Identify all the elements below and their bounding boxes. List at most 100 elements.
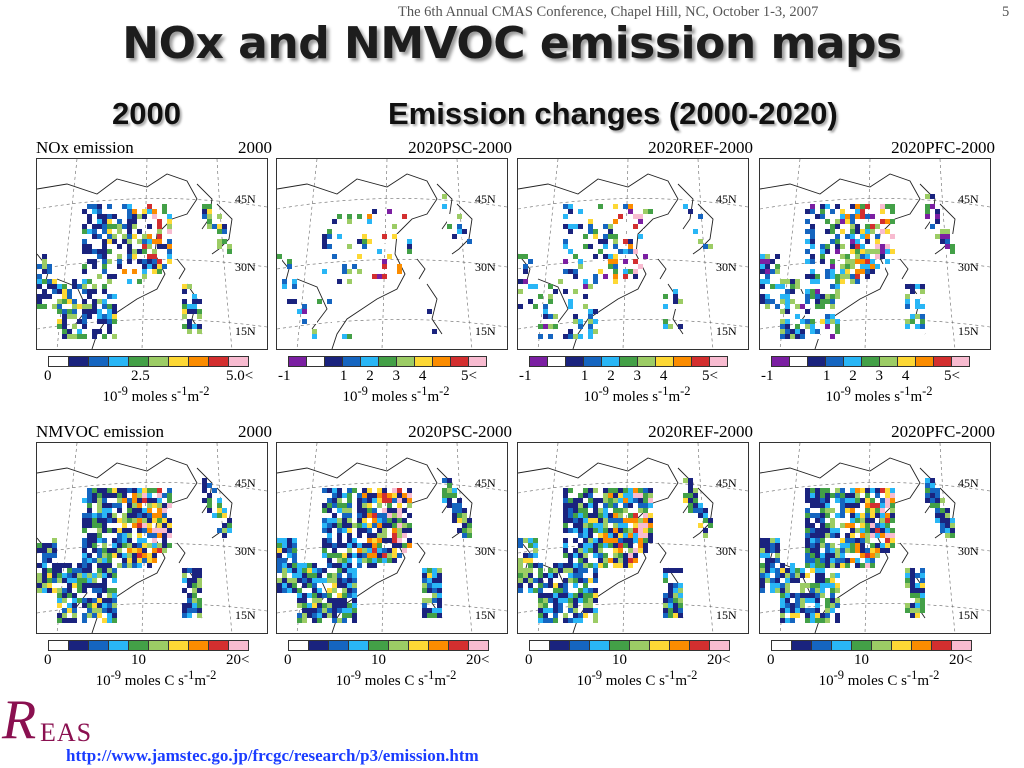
emission-cell (407, 503, 412, 508)
emission-cell (568, 249, 573, 254)
emission-cell (107, 304, 112, 309)
emission-cell (347, 493, 352, 498)
emission-cell (945, 249, 950, 254)
emission-cell (127, 513, 132, 518)
emission-cell (770, 548, 775, 553)
source-url-link[interactable]: http://www.jamstec.go.jp/frcgc/research/… (66, 746, 479, 765)
emission-cell (87, 553, 92, 558)
emission-cell (648, 234, 653, 239)
emission-cell (337, 508, 342, 513)
emission-cell (127, 224, 132, 229)
emission-cell (407, 513, 412, 518)
emission-cell (367, 543, 372, 548)
emission-cell (905, 304, 910, 309)
emission-cell (102, 259, 107, 264)
emission-cell (930, 498, 935, 503)
emission-cell (52, 578, 57, 583)
emission-cell (518, 573, 523, 578)
emission-cell (628, 269, 633, 274)
emission-cell (357, 543, 362, 548)
emission-cell (112, 518, 117, 523)
emission-cell (127, 229, 132, 234)
latitude-label: 30N (958, 260, 979, 274)
emission-cell (102, 488, 107, 493)
emission-cell (182, 314, 187, 319)
emission-cell (805, 598, 810, 603)
emission-cell (840, 538, 845, 543)
emission-cell (77, 304, 82, 309)
emission-cell (815, 598, 820, 603)
emission-cell (107, 204, 112, 209)
emission-cell (192, 588, 197, 593)
emission-cell (765, 573, 770, 578)
emission-cell (432, 608, 437, 613)
emission-cell (945, 224, 950, 229)
emission-cell (815, 558, 820, 563)
emission-map: 45N 30N 15N (517, 158, 749, 350)
emission-cell (167, 259, 172, 264)
emission-cell (910, 309, 915, 314)
emission-cell (523, 279, 528, 284)
emission-cell (608, 513, 613, 518)
emission-cell (795, 593, 800, 598)
emission-cell (845, 558, 850, 563)
emission-cell (643, 533, 648, 538)
emission-cell (920, 608, 925, 613)
emission-cell (142, 269, 147, 274)
emission-cell (623, 249, 628, 254)
emission-cell (337, 493, 342, 498)
emission-cell (42, 553, 47, 558)
emission-cell (905, 608, 910, 613)
emission-cell (82, 498, 87, 503)
emission-cell (347, 528, 352, 533)
emission-cell (810, 279, 815, 284)
emission-cell (332, 254, 337, 259)
colorbar-segment (529, 640, 549, 651)
emission-cell (593, 254, 598, 259)
emission-cell (780, 289, 785, 294)
emission-cell (760, 299, 765, 304)
graticule-line (760, 482, 990, 494)
emission-cell (688, 493, 693, 498)
emission-cell (553, 568, 558, 573)
emission-cell (568, 299, 573, 304)
emission-cell (82, 553, 87, 558)
colorbar-segment (306, 356, 324, 367)
emission-cell (880, 209, 885, 214)
emission-cell (855, 493, 860, 498)
emission-cell (292, 284, 297, 289)
emission-cell (112, 234, 117, 239)
emission-cell (578, 618, 583, 623)
emission-cell (47, 543, 52, 548)
emission-cell (287, 588, 292, 593)
emission-cell (820, 309, 825, 314)
emission-cell (182, 324, 187, 329)
emission-cell (830, 553, 835, 558)
emission-cell (132, 503, 137, 508)
emission-cell (528, 553, 533, 558)
emission-cell (523, 573, 528, 578)
emission-cell (187, 324, 192, 329)
emission-cell (608, 528, 613, 533)
emission-cell (865, 254, 870, 259)
emission-cell (663, 568, 668, 573)
emission-cell (112, 543, 117, 548)
emission-cell (563, 284, 568, 289)
latitude-label: 45N (475, 476, 496, 490)
emission-cell (925, 194, 930, 199)
emission-cell (578, 513, 583, 518)
emission-cell (643, 548, 648, 553)
emission-cell (392, 234, 397, 239)
emission-cell (815, 254, 820, 259)
emission-cell (905, 583, 910, 588)
emission-cell (880, 249, 885, 254)
emission-cell (297, 593, 302, 598)
emission-cell (87, 279, 92, 284)
emission-cell (910, 324, 915, 329)
emission-cell (82, 538, 87, 543)
emission-cell (317, 608, 322, 613)
emission-cell (347, 613, 352, 618)
colorbar-segment (791, 640, 811, 651)
emission-cell (192, 603, 197, 608)
emission-cell (442, 488, 447, 493)
